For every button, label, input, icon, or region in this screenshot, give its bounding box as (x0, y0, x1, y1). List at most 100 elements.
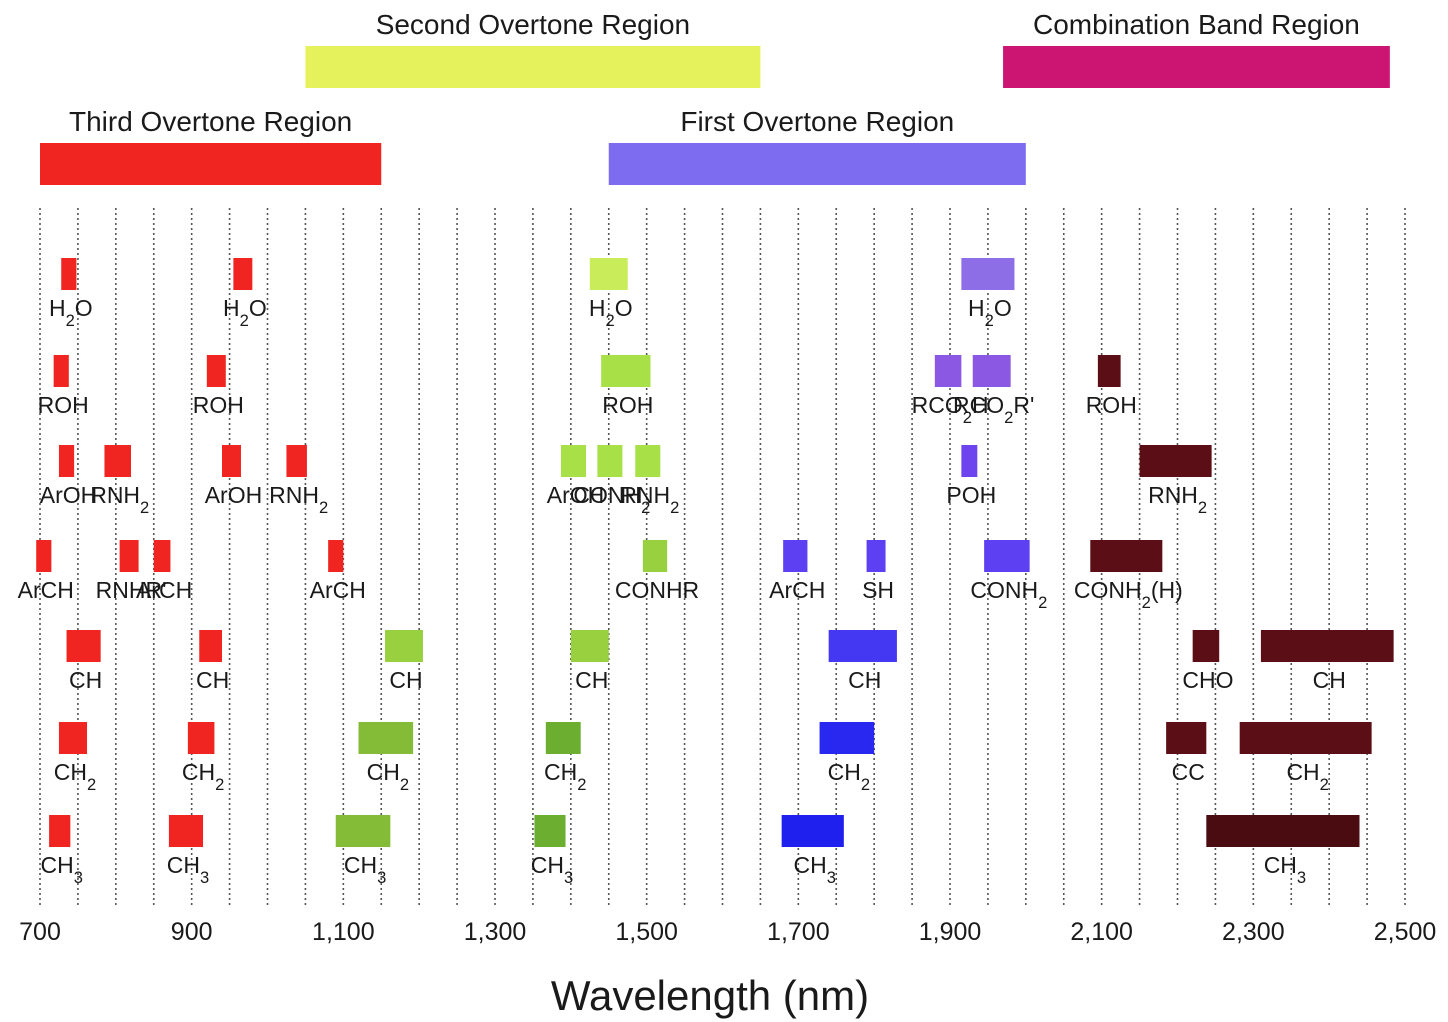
band-label: CH3 (794, 852, 836, 887)
band-bar (534, 815, 566, 847)
band-bar (783, 540, 808, 572)
band-bar (570, 630, 609, 662)
band-bar (601, 355, 651, 387)
band-label: POH (946, 482, 996, 508)
band-label: CH3 (531, 852, 573, 887)
x-tick-label: 2,100 (1070, 918, 1133, 946)
region-label: Second Overtone Region (376, 9, 690, 40)
gridlines (39, 208, 1406, 905)
band-bar (866, 540, 886, 572)
band-label: CH3 (167, 852, 209, 887)
band-bar (828, 630, 897, 662)
band-bar (66, 630, 101, 662)
band-label: CH2 (544, 759, 586, 794)
band-bar (119, 540, 139, 572)
band-label: CH (1313, 667, 1346, 693)
band-label: CONH2 (573, 482, 650, 517)
band-bar (589, 258, 628, 290)
band-label: RNH2 (269, 482, 328, 517)
band-bar (49, 815, 71, 847)
band-label: ROH (38, 392, 89, 418)
band-bar (286, 445, 307, 477)
band-bar (61, 258, 77, 290)
x-axis-label: Wavelength (nm) (551, 972, 869, 1019)
band-bar (1260, 630, 1394, 662)
band-bar (335, 815, 391, 847)
band-bar (642, 540, 668, 572)
band-bar (187, 722, 215, 754)
band-bar (961, 258, 1015, 290)
band-label: CH2 (182, 759, 224, 794)
band-bar (781, 815, 844, 847)
band-bar (222, 445, 241, 477)
band-bar (934, 355, 962, 387)
band-bar (104, 445, 131, 477)
band-bar (358, 722, 414, 754)
band-label: CH3 (1264, 852, 1306, 887)
region-bar (608, 143, 1026, 185)
region-bar (305, 46, 761, 88)
x-tick-label: 1,900 (919, 918, 982, 946)
band-bar (961, 445, 978, 477)
band-label: ROH (602, 392, 653, 418)
band-label: ArCH (136, 577, 192, 603)
band-label: RNH2 (1148, 482, 1207, 517)
band-label: ArCH (769, 577, 825, 603)
band-bar (1166, 722, 1207, 754)
x-tick-label: 900 (171, 918, 213, 946)
band-bar (597, 445, 623, 477)
x-tick-label: 1,300 (464, 918, 527, 946)
band-label: CONH2(H) (1074, 577, 1183, 612)
band-bar (199, 630, 222, 662)
region-label: Third Overtone Region (69, 106, 352, 137)
band-label: CH2 (367, 759, 409, 794)
band-bar (385, 630, 423, 662)
band-label: CONH2 (970, 577, 1047, 612)
band-label: ROH (1086, 392, 1137, 418)
band-bar (206, 355, 226, 387)
band-bar (58, 722, 88, 754)
band-label: ArOH (205, 482, 263, 508)
band-label: ArCH (310, 577, 366, 603)
band-label: CC (1172, 759, 1205, 785)
band-label: CH2 (1286, 759, 1328, 794)
band-label: H2O (589, 295, 633, 330)
band-bar (153, 540, 171, 572)
x-tick-label: 2,300 (1222, 918, 1285, 946)
band-label: CH (575, 667, 608, 693)
band-bar (36, 540, 52, 572)
band-label: ArOH (40, 482, 98, 508)
region-bar (40, 143, 382, 185)
band-label: CH2 (54, 759, 96, 794)
region-label: First Overtone Region (680, 106, 954, 137)
band-bar (984, 540, 1030, 572)
band-bar (972, 355, 1011, 387)
band-label: CH3 (344, 852, 386, 887)
band-label: CH3 (40, 852, 82, 887)
region-bar (1003, 46, 1390, 88)
overtone-regions: Third Overtone Region Second Overtone Reg… (40, 9, 1390, 185)
band-bar (1239, 722, 1372, 754)
band-label: RCO2H (912, 392, 989, 427)
band-bar (560, 445, 586, 477)
band-label: RNH2 (620, 482, 679, 517)
band-label: ArOH (547, 482, 605, 508)
band-bar (53, 355, 69, 387)
band-bar (545, 722, 581, 754)
band-label: CH2 (828, 759, 870, 794)
region-label: Combination Band Region (1033, 9, 1360, 40)
band-label: CH (196, 667, 229, 693)
band-label: CONHR (615, 577, 699, 603)
band-bar (1206, 815, 1360, 847)
band-bar (328, 540, 344, 572)
band-bar (1097, 355, 1121, 387)
band-bar (1090, 540, 1163, 572)
band-label: CH (69, 667, 102, 693)
band-label: H2O (49, 295, 93, 330)
band-bar (1139, 445, 1212, 477)
band-label: RNH2 (90, 482, 149, 517)
band-label: CH (389, 667, 422, 693)
band-label: RNHR' (96, 577, 167, 603)
band-label: H2O (223, 295, 267, 330)
